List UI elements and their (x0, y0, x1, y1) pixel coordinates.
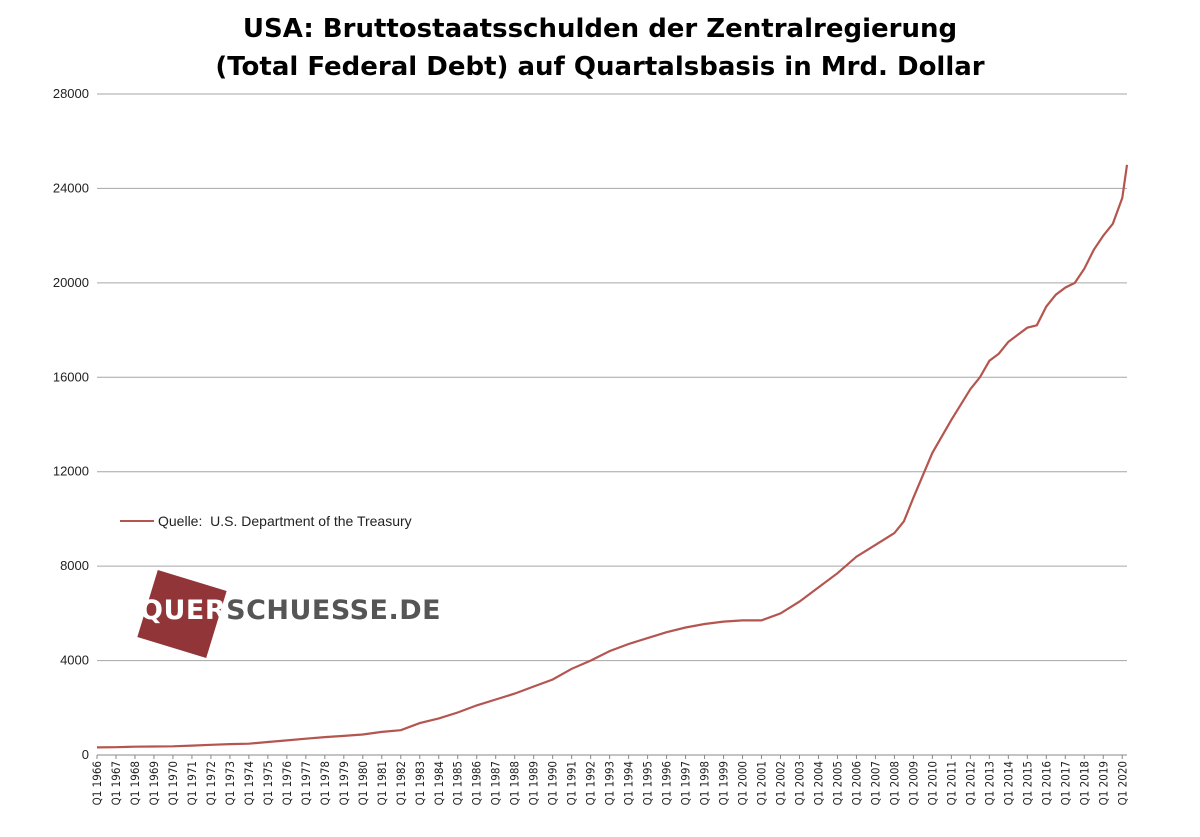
x-tick-label: Q1 1977 (299, 761, 313, 805)
x-tick-label: Q1 2001 (755, 761, 769, 805)
x-tick-label: Q1 1987 (489, 761, 503, 805)
watermark-logo: QUERSCHUESSE.DE (137, 570, 441, 665)
x-tick-label: Q1 1974 (242, 761, 256, 805)
x-tick-label: Q1 1967 (109, 761, 123, 805)
gridlines (97, 93, 1127, 662)
x-tick-label: Q1 2015 (1020, 761, 1034, 805)
y-tick-label: 28000 (53, 86, 89, 101)
x-tick-label: Q1 1981 (375, 761, 389, 805)
x-tick-label: Q1 1971 (185, 761, 199, 805)
x-tick-label: Q1 1991 (565, 761, 579, 805)
x-tick-label: Q1 1999 (717, 761, 731, 805)
x-tick-label: Q1 1990 (546, 761, 560, 805)
x-tick-label: Q1 2008 (887, 761, 901, 805)
x-tick-label: Q1 1980 (356, 761, 370, 805)
legend-label: Quelle: U.S. Department of the Treasury (158, 513, 412, 529)
x-tick-label: Q1 1988 (508, 761, 522, 805)
x-tick-label: Q1 1984 (432, 761, 446, 805)
y-tick-label: 12000 (53, 464, 89, 479)
series-line-total-federal-debt (96, 164, 1129, 749)
x-tick-label: Q1 1982 (394, 761, 408, 805)
x-tick-label: Q1 1973 (223, 761, 237, 805)
x-tick-label: Q1 1983 (413, 761, 427, 805)
x-tick-label: Q1 1992 (584, 761, 598, 805)
x-tick-label: Q1 2004 (811, 761, 825, 805)
x-tick-label: Q1 1994 (622, 761, 636, 805)
chart-title-line2: (Total Federal Debt) auf Quartalsbasis i… (215, 52, 985, 82)
watermark-text: QUERSCHUESSE.DE (140, 595, 441, 626)
x-tick-label: Q1 2002 (774, 761, 788, 805)
x-tick-label: Q1 1966 (90, 761, 104, 805)
x-tick-label: Q1 1970 (166, 761, 180, 805)
watermark-text-part2: SCHUESSE.DE (226, 595, 442, 626)
chart-title: USA: Bruttostaatsschulden der Zentralreg… (0, 10, 1200, 86)
y-tick-label: 4000 (60, 653, 89, 668)
y-axis-ticks: 0 4000 8000 12000 16000 20000 24000 28000 (53, 86, 89, 762)
x-tick-label: Q1 1985 (451, 761, 465, 805)
x-tick-label: Q1 2010 (925, 761, 939, 805)
watermark-text-part1: QUER (140, 595, 227, 626)
x-tick-label: Q1 2011 (944, 761, 958, 805)
x-tick-label: Q1 1978 (318, 761, 332, 805)
legend-line-swatch (120, 520, 154, 522)
x-tick-label: Q1 2018 (1077, 761, 1091, 805)
x-tick-label: Q1 1986 (470, 761, 484, 805)
x-tick-label: Q1 1993 (603, 761, 617, 805)
x-tick-label: Q1 1976 (280, 761, 294, 805)
y-tick-label: 8000 (60, 558, 89, 573)
x-tick-label: Q1 1979 (337, 761, 351, 805)
x-tick-label: Q1 2006 (849, 761, 863, 805)
y-tick-label: 0 (82, 747, 89, 762)
legend: Quelle: U.S. Department of the Treasury (120, 511, 412, 531)
x-tick-label: Q1 1975 (261, 761, 275, 805)
x-axis-ticks: Q1 1966 Q1 1967 Q1 1968 Q1 1969 Q1 1970 Q1 19… (90, 755, 1129, 805)
x-tick-label: Q1 2019 (1096, 761, 1110, 805)
x-tick-label: Q1 2020 (1115, 761, 1129, 805)
x-tick-label: Q1 2007 (868, 761, 882, 805)
x-tick-label: Q1 1996 (660, 761, 674, 805)
x-tick-label: Q1 2016 (1039, 761, 1053, 805)
y-tick-label: 24000 (53, 180, 89, 195)
x-tick-label: Q1 2014 (1001, 761, 1015, 805)
x-tick-label: Q1 2013 (982, 761, 996, 805)
x-tick-label: Q1 2017 (1058, 761, 1072, 805)
x-tick-label: Q1 1972 (204, 761, 218, 805)
x-tick-label: Q1 1995 (641, 761, 655, 805)
x-tick-label: Q1 2000 (736, 761, 750, 805)
x-tick-label: Q1 1968 (128, 761, 142, 805)
x-tick-label: Q1 2003 (792, 761, 806, 805)
x-tick-label: Q1 2005 (830, 761, 844, 805)
x-tick-label: Q1 1998 (698, 761, 712, 805)
x-tick-label: Q1 2009 (906, 761, 920, 805)
chart-title-line1: USA: Bruttostaatsschulden der Zentralreg… (242, 14, 958, 44)
y-tick-label: 20000 (53, 275, 89, 290)
y-tick-label: 16000 (53, 369, 89, 384)
x-tick-label: Q1 1989 (527, 761, 541, 805)
x-tick-label: Q1 1969 (147, 761, 161, 805)
x-tick-label: Q1 1997 (679, 761, 693, 805)
x-tick-label: Q1 2012 (963, 761, 977, 805)
